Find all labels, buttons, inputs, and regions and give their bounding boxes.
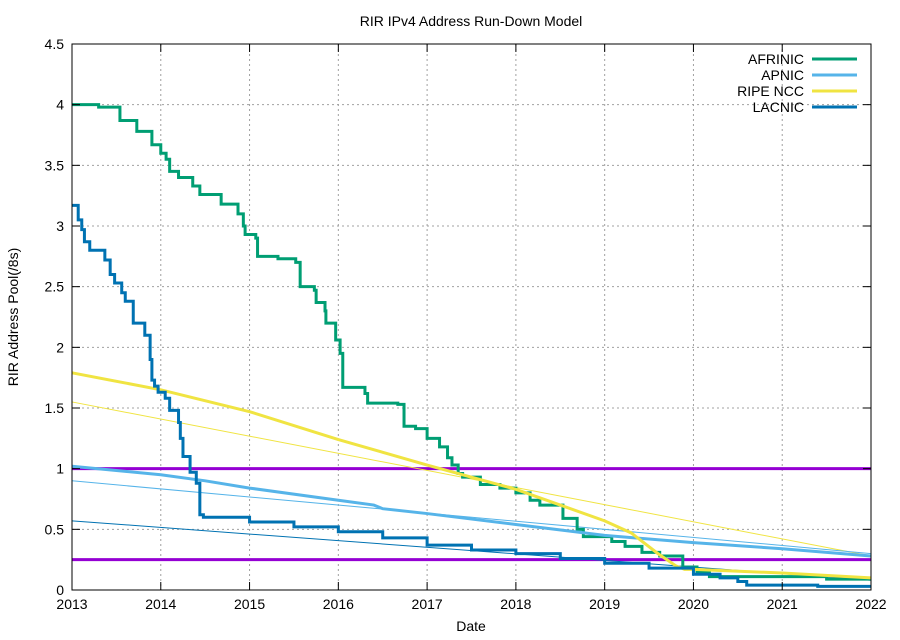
legend-label: LACNIC	[753, 99, 804, 115]
x-tick-label: 2022	[855, 596, 886, 612]
y-tick-label: 4	[56, 97, 64, 113]
y-tick-label: 3	[56, 218, 64, 234]
legend-label: APNIC	[761, 67, 804, 83]
x-tick-label: 2020	[678, 596, 709, 612]
axes: 2013 2014 2015 2016 2017 2018 2019 2020 2021 2022…	[45, 36, 887, 612]
x-tick-label: 2015	[234, 596, 265, 612]
y-tick-label: 3.5	[45, 157, 65, 173]
x-tick-label: 2014	[145, 596, 176, 612]
x-tick-label: 2019	[589, 596, 620, 612]
y-tick-label: 1	[56, 461, 64, 477]
y-tick-label: 0	[56, 582, 64, 598]
legend-label: RIPE NCC	[737, 83, 804, 99]
x-axis-label: Date	[456, 618, 486, 634]
series-line-afrinic	[72, 103, 871, 581]
trend-line	[71, 401, 872, 557]
grid	[72, 44, 871, 590]
reference-lines	[72, 467, 871, 562]
x-tick-label: 2021	[767, 596, 798, 612]
x-tick-label: 2018	[500, 596, 531, 612]
y-tick-label: 4.5	[45, 36, 65, 52]
x-tick-label: 2013	[56, 596, 87, 612]
chart-title: RIR IPv4 Address Run-Down Model	[360, 13, 583, 29]
series-line-lacnic	[72, 203, 871, 588]
y-tick-label: 1.5	[45, 400, 65, 416]
y-tick-label: 2	[56, 339, 64, 355]
x-tick-label: 2016	[323, 596, 354, 612]
trend-line	[71, 480, 872, 555]
y-axis-label: RIR Address Pool(/8s)	[5, 248, 21, 387]
trend-lines	[71, 401, 872, 581]
series-line-apnic	[71, 464, 872, 558]
y-tick-label: 2.5	[45, 279, 65, 295]
series-lines	[71, 103, 872, 588]
y-tick-label: 0.5	[45, 521, 65, 537]
legend-label: AFRINIC	[748, 51, 804, 67]
x-tick-label: 2017	[412, 596, 443, 612]
plot-border	[71, 43, 872, 591]
